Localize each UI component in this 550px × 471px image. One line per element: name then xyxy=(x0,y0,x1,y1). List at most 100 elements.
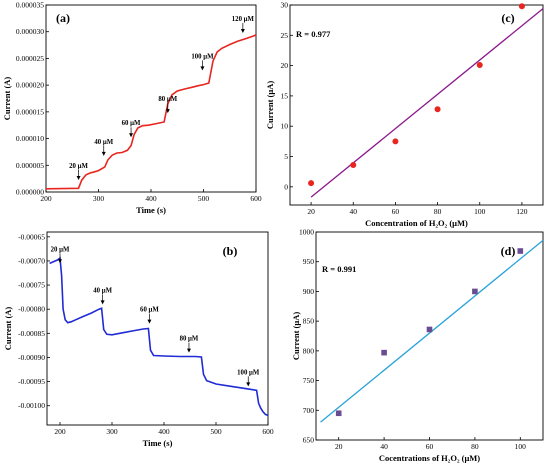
r-value-label: R = 0.991 xyxy=(322,264,356,274)
y-tick-label: 700 xyxy=(303,406,315,415)
y-tick-label: 30 xyxy=(281,1,289,10)
plot-frame xyxy=(289,4,544,206)
annotation-arrowhead xyxy=(200,66,205,71)
y-tick-label: 0.000030 xyxy=(16,27,44,36)
x-tick-label: 60 xyxy=(392,207,400,216)
x-tick-label: 300 xyxy=(106,427,118,436)
data-point xyxy=(472,288,478,295)
fit-line xyxy=(310,8,544,198)
chart-panel-0: 200 300 400 500 600 0.000000 0.000005 0.000010 0… xyxy=(2,1,262,216)
x-tick-label: 20 xyxy=(307,207,315,216)
y-tick-label: -0.00100 xyxy=(18,401,45,410)
y-tick-label: 5 xyxy=(284,152,288,161)
y-tick-label: 800 xyxy=(303,346,315,355)
y-tick-label: 750 xyxy=(303,376,315,385)
y-tick-label: 20 xyxy=(281,61,289,70)
x-tick-label: 20 xyxy=(335,442,343,451)
annotation-label: 80 μM xyxy=(180,336,199,343)
data-point xyxy=(434,106,441,113)
y-tick-label: 1000 xyxy=(299,228,314,237)
chart-panel-3: 20 40 60 80 100 650 700 750 800 850 900 950 1000 Coce… xyxy=(291,228,544,463)
data-point xyxy=(426,326,433,333)
y-tick-label: -0.00085 xyxy=(18,329,45,338)
y-axis-label: Current (μA) xyxy=(291,312,301,361)
y-axis-label: Current (A) xyxy=(3,307,13,351)
x-tick-label: 80 xyxy=(434,207,442,216)
y-tick-label: 850 xyxy=(303,317,315,326)
y-tick-label: -0.00095 xyxy=(18,377,45,386)
x-tick-label: 60 xyxy=(426,442,434,451)
data-point xyxy=(381,349,387,356)
x-tick-label: 80 xyxy=(471,442,479,451)
y-tick-label: 900 xyxy=(303,287,315,296)
annotation-label: 100 μM xyxy=(191,53,214,60)
x-tick-label: 40 xyxy=(380,442,388,451)
x-tick-label: 100 xyxy=(515,442,527,451)
annotation-label: 60 μM xyxy=(140,307,159,314)
x-tick-label: 500 xyxy=(210,427,222,436)
x-tick-label: 300 xyxy=(93,194,105,203)
panel-label: (d) xyxy=(501,244,516,258)
data-point xyxy=(392,138,399,145)
x-axis-label: Time (s) xyxy=(136,205,166,215)
series-line xyxy=(49,256,269,417)
panel-label: (a) xyxy=(56,11,70,25)
y-tick-label: 0.000015 xyxy=(16,107,44,116)
x-tick-label: 100 xyxy=(474,207,486,216)
y-tick-label: -0.00070 xyxy=(18,256,45,265)
annotation-arrowhead xyxy=(165,109,170,114)
y-axis-label: Current (μA) xyxy=(265,81,275,130)
x-axis-label: Cocentrations of H₂O₂ (μM) xyxy=(379,453,480,463)
annotation-arrowhead xyxy=(76,175,81,180)
y-tick-label: -0.00090 xyxy=(18,353,45,362)
data-point xyxy=(335,410,342,417)
x-tick-label: 500 xyxy=(198,194,210,203)
x-tick-label: 600 xyxy=(262,427,274,436)
y-tick-label: 950 xyxy=(303,257,315,266)
annotation-label: 20 μM xyxy=(51,246,70,253)
annotation-arrowhead xyxy=(129,133,134,138)
y-axis-label: Current (A) xyxy=(2,77,12,121)
annotation-label: 120 μM xyxy=(232,16,255,23)
annotation-arrowhead xyxy=(147,319,152,324)
y-tick-label: -0.00075 xyxy=(18,281,45,290)
annotation-arrowhead xyxy=(100,300,105,305)
annotation-label: 20 μM xyxy=(69,163,88,170)
y-tick-label: 0.000035 xyxy=(16,1,44,10)
data-point xyxy=(518,3,525,10)
chart-panel-2: 200 300 400 500 600 -0.00065 -0.00070 -0.00075 -… xyxy=(3,231,274,448)
data-point xyxy=(517,248,524,254)
y-tick-label: 0.000025 xyxy=(16,54,44,63)
annotation-label: 100 μM xyxy=(237,369,260,376)
y-tick-label: 0.000020 xyxy=(16,81,44,90)
x-tick-label: 600 xyxy=(250,194,262,203)
annotation-label: 60 μM xyxy=(122,120,141,127)
annotation-arrowhead xyxy=(101,151,106,156)
annotation-arrowhead xyxy=(246,382,251,387)
y-tick-label: 650 xyxy=(303,436,315,445)
x-axis-label: Concentration of H₂O₂ (μM) xyxy=(365,218,468,228)
annotation-label: 80 μM xyxy=(158,96,177,103)
x-tick-label: 400 xyxy=(145,194,157,203)
x-tick-label: 40 xyxy=(350,207,358,216)
r-value-label: R = 0.977 xyxy=(296,29,331,39)
chart-panel-1: 20 40 60 80 100 120 0 5 10 15 20 25 30 Concentration … xyxy=(265,1,544,228)
annotation-label: 40 μM xyxy=(93,287,112,294)
annotation-arrowhead xyxy=(240,29,245,34)
y-tick-label: 10 xyxy=(281,122,289,131)
data-point xyxy=(350,162,357,168)
y-tick-label: 0.000010 xyxy=(16,134,44,143)
data-point xyxy=(308,180,315,187)
series-line xyxy=(45,34,257,190)
data-point xyxy=(476,62,483,68)
x-axis-label: Time (s) xyxy=(143,438,173,448)
plot-frame xyxy=(46,231,269,426)
y-tick-label: 25 xyxy=(281,31,289,40)
y-tick-label: 15 xyxy=(281,91,289,100)
y-tick-label: 0.000005 xyxy=(16,161,44,170)
x-tick-label: 120 xyxy=(516,207,528,216)
annotation-arrowhead xyxy=(58,259,62,264)
panel-label: (b) xyxy=(223,244,238,258)
y-tick-label: -0.00065 xyxy=(18,232,45,241)
y-tick-label: -0.00080 xyxy=(18,305,45,314)
